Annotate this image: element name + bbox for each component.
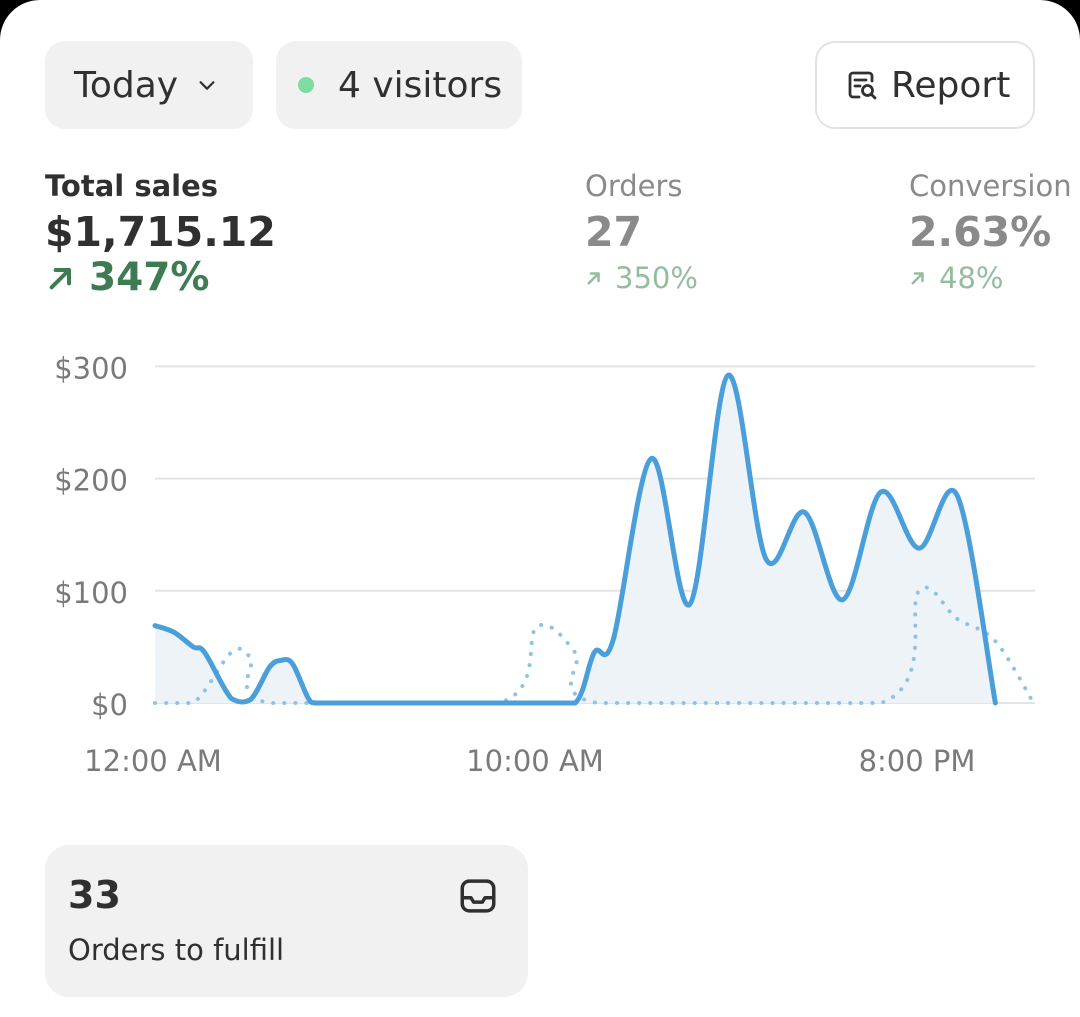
y-tick-label: $100 (54, 576, 128, 610)
metric-change: 350% (585, 258, 698, 298)
y-tick-label: $0 (91, 688, 128, 722)
fulfill-count: 33 (68, 873, 121, 917)
metric-value: 27 (585, 208, 643, 256)
comparison-series-line (153, 585, 1036, 705)
report-button[interactable]: Report (815, 41, 1035, 129)
report-label: Report (891, 64, 1011, 106)
metric-value: $1,715.12 (45, 208, 276, 256)
sales-line-chart: $0 $100 $200 $300 12:00 AM 10:00 AM 8:00 PM (54, 351, 1036, 778)
live-dot-icon (298, 77, 314, 93)
date-range-label: Today (74, 64, 179, 106)
metric-change-value: 48% (939, 261, 1004, 295)
metric-orders[interactable]: Orders 27 350% (585, 168, 698, 298)
x-tick-label: 10:00 AM (466, 744, 604, 778)
metric-total-sales[interactable]: Total sales $1,715.12 347% (45, 168, 276, 298)
arrow-up-right-icon (49, 268, 71, 290)
live-visitors-button[interactable]: 4 visitors (276, 41, 522, 129)
y-tick-label: $200 (54, 464, 128, 498)
metric-label: Orders (585, 169, 683, 203)
x-tick-label: 8:00 PM (859, 744, 976, 778)
inbox-icon (460, 879, 496, 913)
metric-label: Conversion (909, 169, 1072, 203)
metric-change: 48% (909, 258, 1072, 298)
fulfill-label: Orders to fulfill (68, 933, 285, 967)
metric-conversion[interactable]: Conversion 2.63% 48% (909, 168, 1072, 298)
sales-area-fill (155, 375, 996, 703)
orders-to-fulfill-card[interactable]: 33 Orders to fulfill (45, 845, 528, 997)
report-search-icon (848, 71, 877, 100)
y-tick-label: $300 (54, 351, 128, 385)
x-tick-label: 12:00 AM (84, 744, 222, 778)
metric-change-value: 350% (615, 261, 698, 295)
metric-value: 2.63% (909, 208, 1052, 256)
arrow-up-right-icon (587, 272, 600, 285)
metric-label: Total sales (45, 169, 219, 203)
sales-series-line (152, 372, 998, 706)
visitors-label: 4 visitors (338, 64, 503, 106)
metric-change: 347% (45, 258, 276, 298)
chevron-down-icon (199, 81, 215, 90)
arrow-up-right-icon (911, 272, 924, 285)
metric-change-value: 347% (89, 255, 210, 300)
date-range-selector[interactable]: Today (45, 41, 253, 129)
